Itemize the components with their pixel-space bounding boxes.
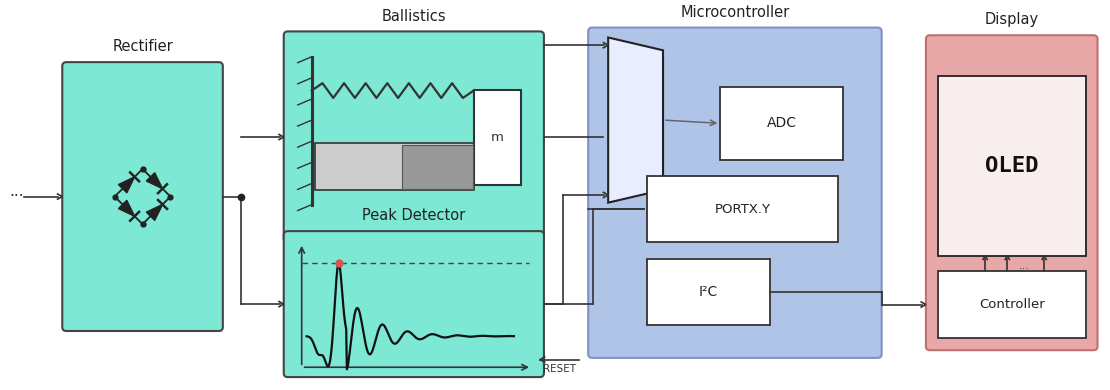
Polygon shape bbox=[608, 37, 663, 203]
Bar bbox=[938, 271, 1086, 338]
FancyBboxPatch shape bbox=[926, 35, 1098, 350]
Text: RESET: RESET bbox=[543, 365, 576, 374]
FancyBboxPatch shape bbox=[62, 62, 223, 331]
Text: OLED: OLED bbox=[985, 156, 1039, 176]
Text: ...: ... bbox=[1019, 261, 1030, 271]
Text: ···: ··· bbox=[9, 189, 24, 204]
Bar bbox=[647, 259, 770, 325]
Polygon shape bbox=[119, 200, 134, 216]
Text: Display: Display bbox=[985, 12, 1039, 27]
Bar bbox=[647, 176, 838, 242]
Text: Rectifier: Rectifier bbox=[112, 39, 173, 54]
Text: ADC: ADC bbox=[767, 116, 797, 130]
Text: I²C: I²C bbox=[699, 285, 718, 299]
Polygon shape bbox=[147, 204, 162, 220]
Text: Peak Detector: Peak Detector bbox=[362, 208, 465, 223]
Bar bbox=[938, 76, 1086, 256]
FancyBboxPatch shape bbox=[284, 32, 544, 243]
Bar bbox=[314, 144, 474, 190]
Text: Controller: Controller bbox=[979, 298, 1045, 311]
Bar bbox=[720, 87, 844, 160]
FancyBboxPatch shape bbox=[284, 231, 544, 377]
FancyBboxPatch shape bbox=[588, 28, 881, 358]
Bar bbox=[402, 145, 473, 189]
Polygon shape bbox=[119, 177, 134, 193]
Bar bbox=[474, 90, 521, 184]
Text: Microcontroller: Microcontroller bbox=[680, 5, 789, 20]
Text: m: m bbox=[491, 131, 504, 144]
Polygon shape bbox=[147, 173, 162, 189]
Text: PORTX.Y: PORTX.Y bbox=[714, 203, 770, 216]
Text: Ballistics: Ballistics bbox=[382, 9, 446, 23]
